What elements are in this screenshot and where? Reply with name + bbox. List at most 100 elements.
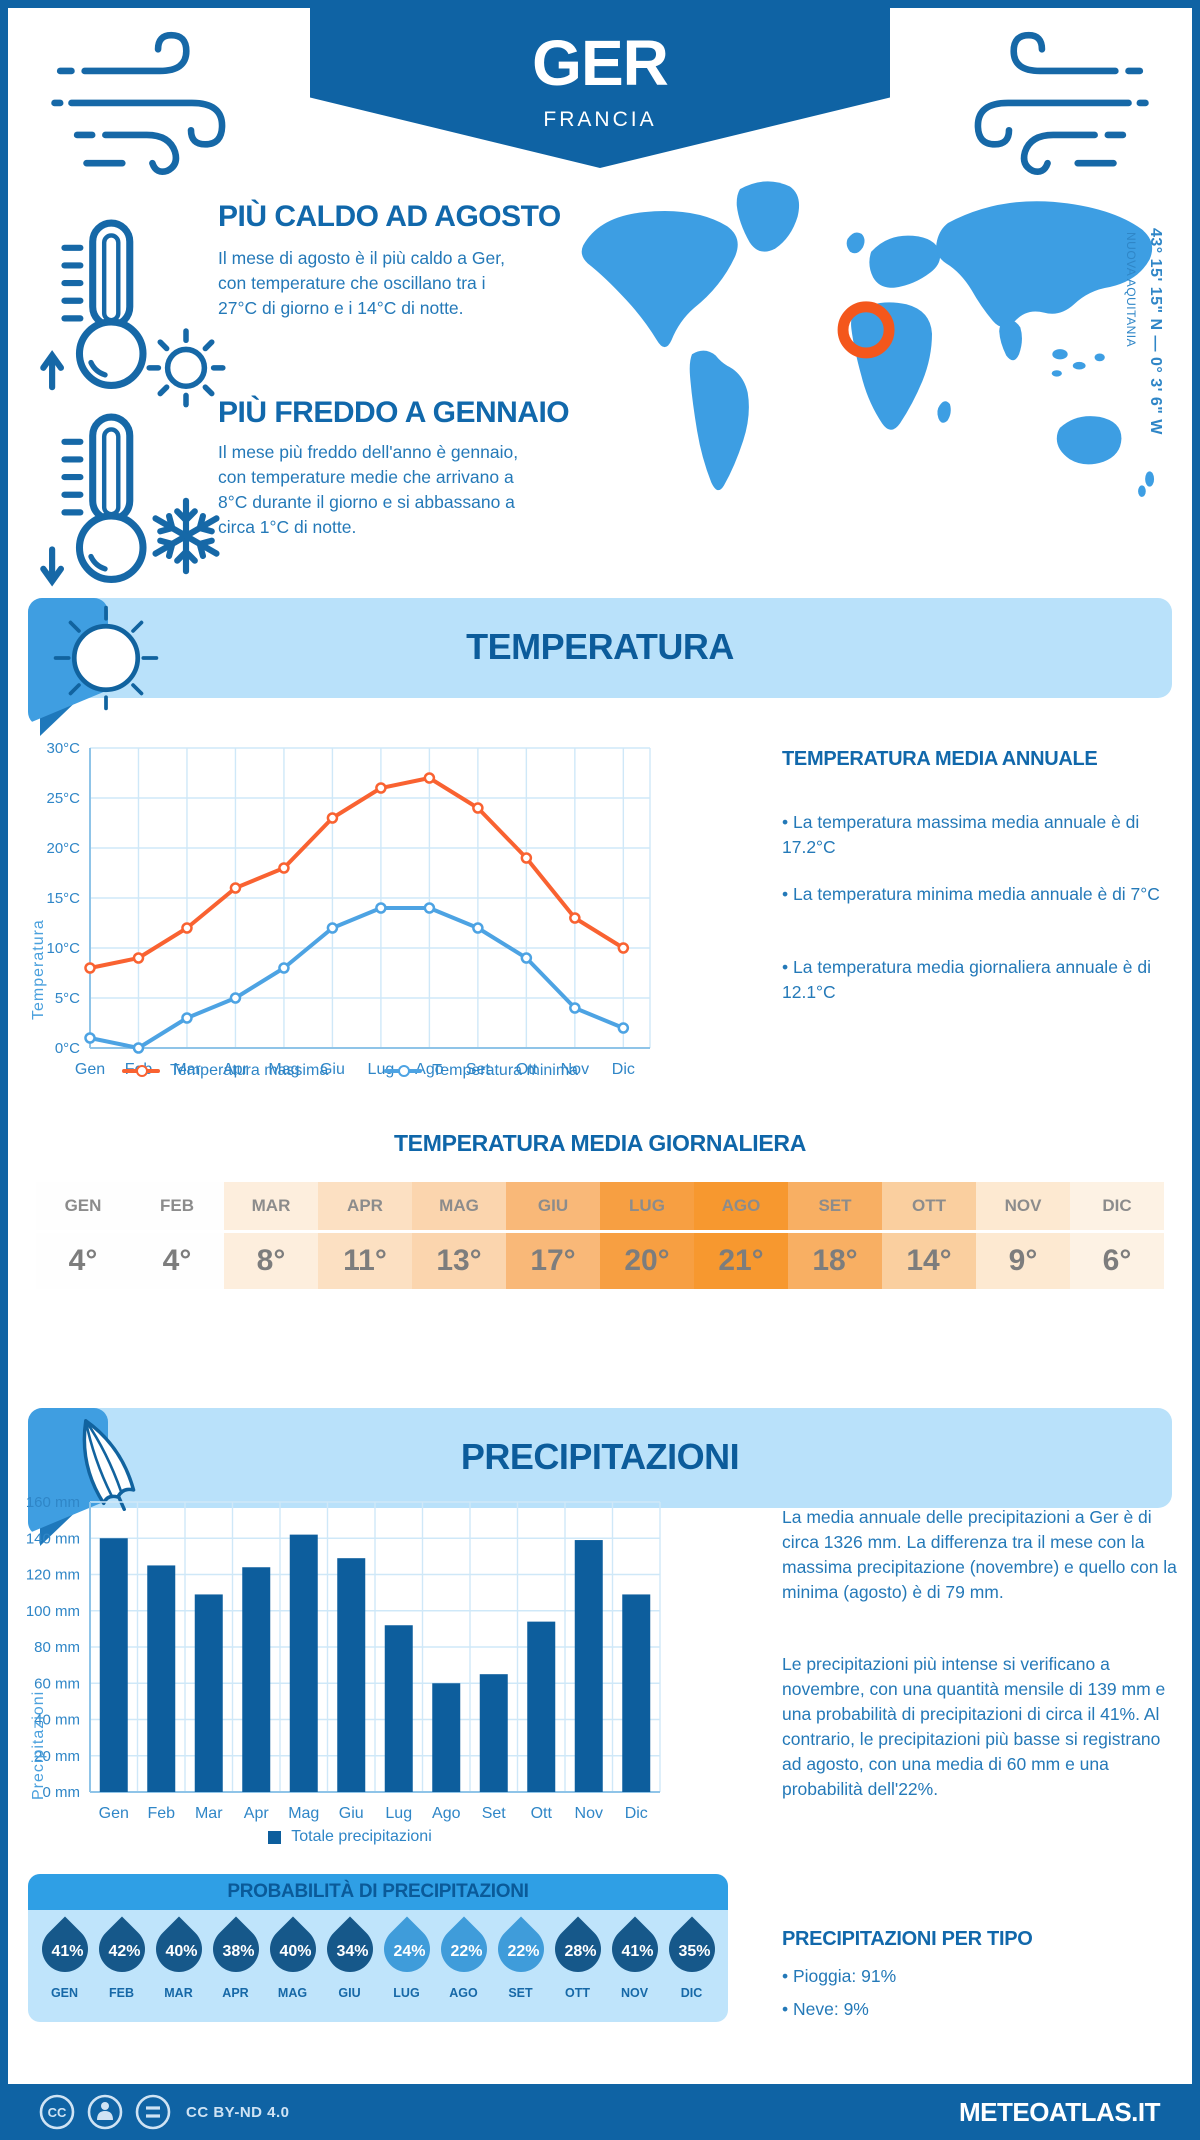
map-new-zealand <box>1145 471 1155 487</box>
legend-label: Totale precipitazioni <box>291 1828 432 1845</box>
precipitation-by-type-heading: PRECIPITAZIONI PER TIPO <box>782 1928 1033 1950</box>
svg-text:80 mm: 80 mm <box>34 1639 80 1656</box>
probability-cell: 28% OTT <box>544 1914 611 2000</box>
month-label: GIU <box>338 1986 361 2000</box>
svg-text:25°C: 25°C <box>46 790 80 807</box>
probability-heading: PROBABILITÀ DI PRECIPITAZIONI <box>28 1874 728 1910</box>
temperature-value-cell: 18° <box>788 1233 882 1289</box>
raindrop-icon: 22% <box>487 1916 554 1982</box>
bar <box>527 1621 556 1792</box>
svg-text:40 mm: 40 mm <box>34 1712 80 1729</box>
data-point <box>229 882 242 894</box>
svg-text:Feb: Feb <box>147 1805 175 1822</box>
probability-cell: 22% SET <box>487 1914 554 2000</box>
svg-text:Apr: Apr <box>223 1061 249 1078</box>
probability-value: 22% <box>506 1942 540 1960</box>
map-africa <box>851 302 932 430</box>
probability-cell: 41% NOV <box>601 1914 668 2000</box>
map-india <box>999 320 1022 361</box>
raindrop-icon: 24% <box>373 1916 440 1982</box>
header-banner: GER FRANCIA <box>310 0 890 168</box>
annual-bullet: La temperatura massima media annuale è d… <box>782 810 1182 859</box>
svg-text:140 mm: 140 mm <box>26 1530 80 1547</box>
license-label: CC BY-ND 4.0 <box>186 2103 290 2121</box>
map-region: NUOVA AQUITANIA <box>1124 232 1138 348</box>
precipitation-chart: 0 mm 20 mm 40 mm 60 mm 80 mm 100 mm 120 mm 140 … <box>26 1494 661 1822</box>
bar <box>242 1567 271 1792</box>
svg-text:Ott: Ott <box>516 1061 538 1078</box>
license-icons: CC <box>38 2093 172 2131</box>
month-label: APR <box>222 1986 249 2000</box>
month-header-cell: OTT <box>882 1182 976 1230</box>
svg-text:Ago: Ago <box>415 1061 444 1078</box>
annual-bullet: La temperatura media giornaliera annuale… <box>782 955 1182 1004</box>
month-header-cell: FEB <box>130 1182 224 1230</box>
svg-text:5°C: 5°C <box>55 990 80 1007</box>
svg-text:0 mm: 0 mm <box>43 1784 81 1801</box>
svg-text:Mar: Mar <box>173 1061 201 1078</box>
data-point <box>229 992 242 1004</box>
person-icon <box>87 2094 123 2130</box>
sun-icon <box>146 328 226 408</box>
raindrop-icon: 42% <box>88 1916 155 1982</box>
equals-icon <box>135 2094 171 2130</box>
table-column: MAR 8° <box>224 1182 318 1289</box>
probability-value: 28% <box>563 1942 597 1960</box>
map-uk <box>846 232 865 254</box>
data-point <box>326 812 339 824</box>
month-header-cell: GEN <box>36 1182 130 1230</box>
raindrop-icon: 28% <box>544 1916 611 1982</box>
probability-value: 35% <box>677 1942 711 1960</box>
probability-cell: 34% GIU <box>316 1914 383 2000</box>
legend-item: Temperatura massima <box>121 1062 329 1080</box>
legend-label: Temperatura minima <box>432 1062 579 1079</box>
probability-cell: 42% FEB <box>88 1914 155 2000</box>
probability-value: 38% <box>221 1942 255 1960</box>
bar <box>147 1565 176 1792</box>
svg-text:Mag: Mag <box>268 1061 299 1078</box>
hot-highlight-text: Il mese di agosto è il più caldo a Ger, … <box>218 248 505 318</box>
table-column: FEB 4° <box>130 1182 224 1289</box>
page-title: GER <box>532 27 669 99</box>
svg-text:120 mm: 120 mm <box>26 1567 80 1584</box>
legend-swatch <box>268 1830 282 1844</box>
month-label: DIC <box>680 1986 703 2000</box>
map-europe <box>869 235 941 288</box>
probability-value: 42% <box>107 1942 141 1960</box>
svg-text:Dic: Dic <box>625 1805 648 1822</box>
bar <box>432 1683 461 1792</box>
snowflake-icon <box>152 497 220 575</box>
data-point <box>278 962 290 974</box>
world-map <box>581 181 1155 497</box>
map-greenland <box>736 181 800 252</box>
data-point <box>617 942 630 954</box>
data-point <box>520 852 533 864</box>
probability-value: 40% <box>278 1942 312 1960</box>
raindrop-icon: 34% <box>316 1916 383 1982</box>
temperature-chart: 0°C5°C10°C15°C20°C25°C30°CGenFebMarAprMa… <box>46 740 651 1078</box>
temperature-value-cell: 4° <box>36 1233 130 1289</box>
legend-label: Temperatura massima <box>169 1062 329 1079</box>
brand-label: METEOATLAS.IT <box>958 2096 1161 2127</box>
bar <box>289 1534 318 1792</box>
map-madagascar <box>937 401 951 423</box>
month-header-cell: MAR <box>224 1182 318 1230</box>
map-australia <box>1056 416 1122 465</box>
precipitation-section-title: PRECIPITAZIONI <box>460 1436 740 1477</box>
svg-text:Nov: Nov <box>561 1061 589 1078</box>
data-point <box>472 802 484 814</box>
probability-value: 40% <box>164 1942 198 1960</box>
data-point <box>375 782 387 794</box>
month-label: SET <box>508 1986 533 2000</box>
data-point <box>181 1012 193 1024</box>
month-header-cell: LUG <box>600 1182 694 1230</box>
table-column: SET 18° <box>788 1182 882 1289</box>
table-column: APR 11° <box>318 1182 412 1289</box>
probability-cell: 40% MAR <box>145 1914 212 2000</box>
month-header-cell: AGO <box>694 1182 788 1230</box>
page-border-right <box>1192 0 1200 2140</box>
svg-text:Mag: Mag <box>288 1805 319 1822</box>
temperature-chart-legend: Temperatura massima Temperatura minima <box>90 1062 610 1080</box>
data-point <box>569 912 581 924</box>
svg-text:Lug: Lug <box>385 1805 412 1822</box>
